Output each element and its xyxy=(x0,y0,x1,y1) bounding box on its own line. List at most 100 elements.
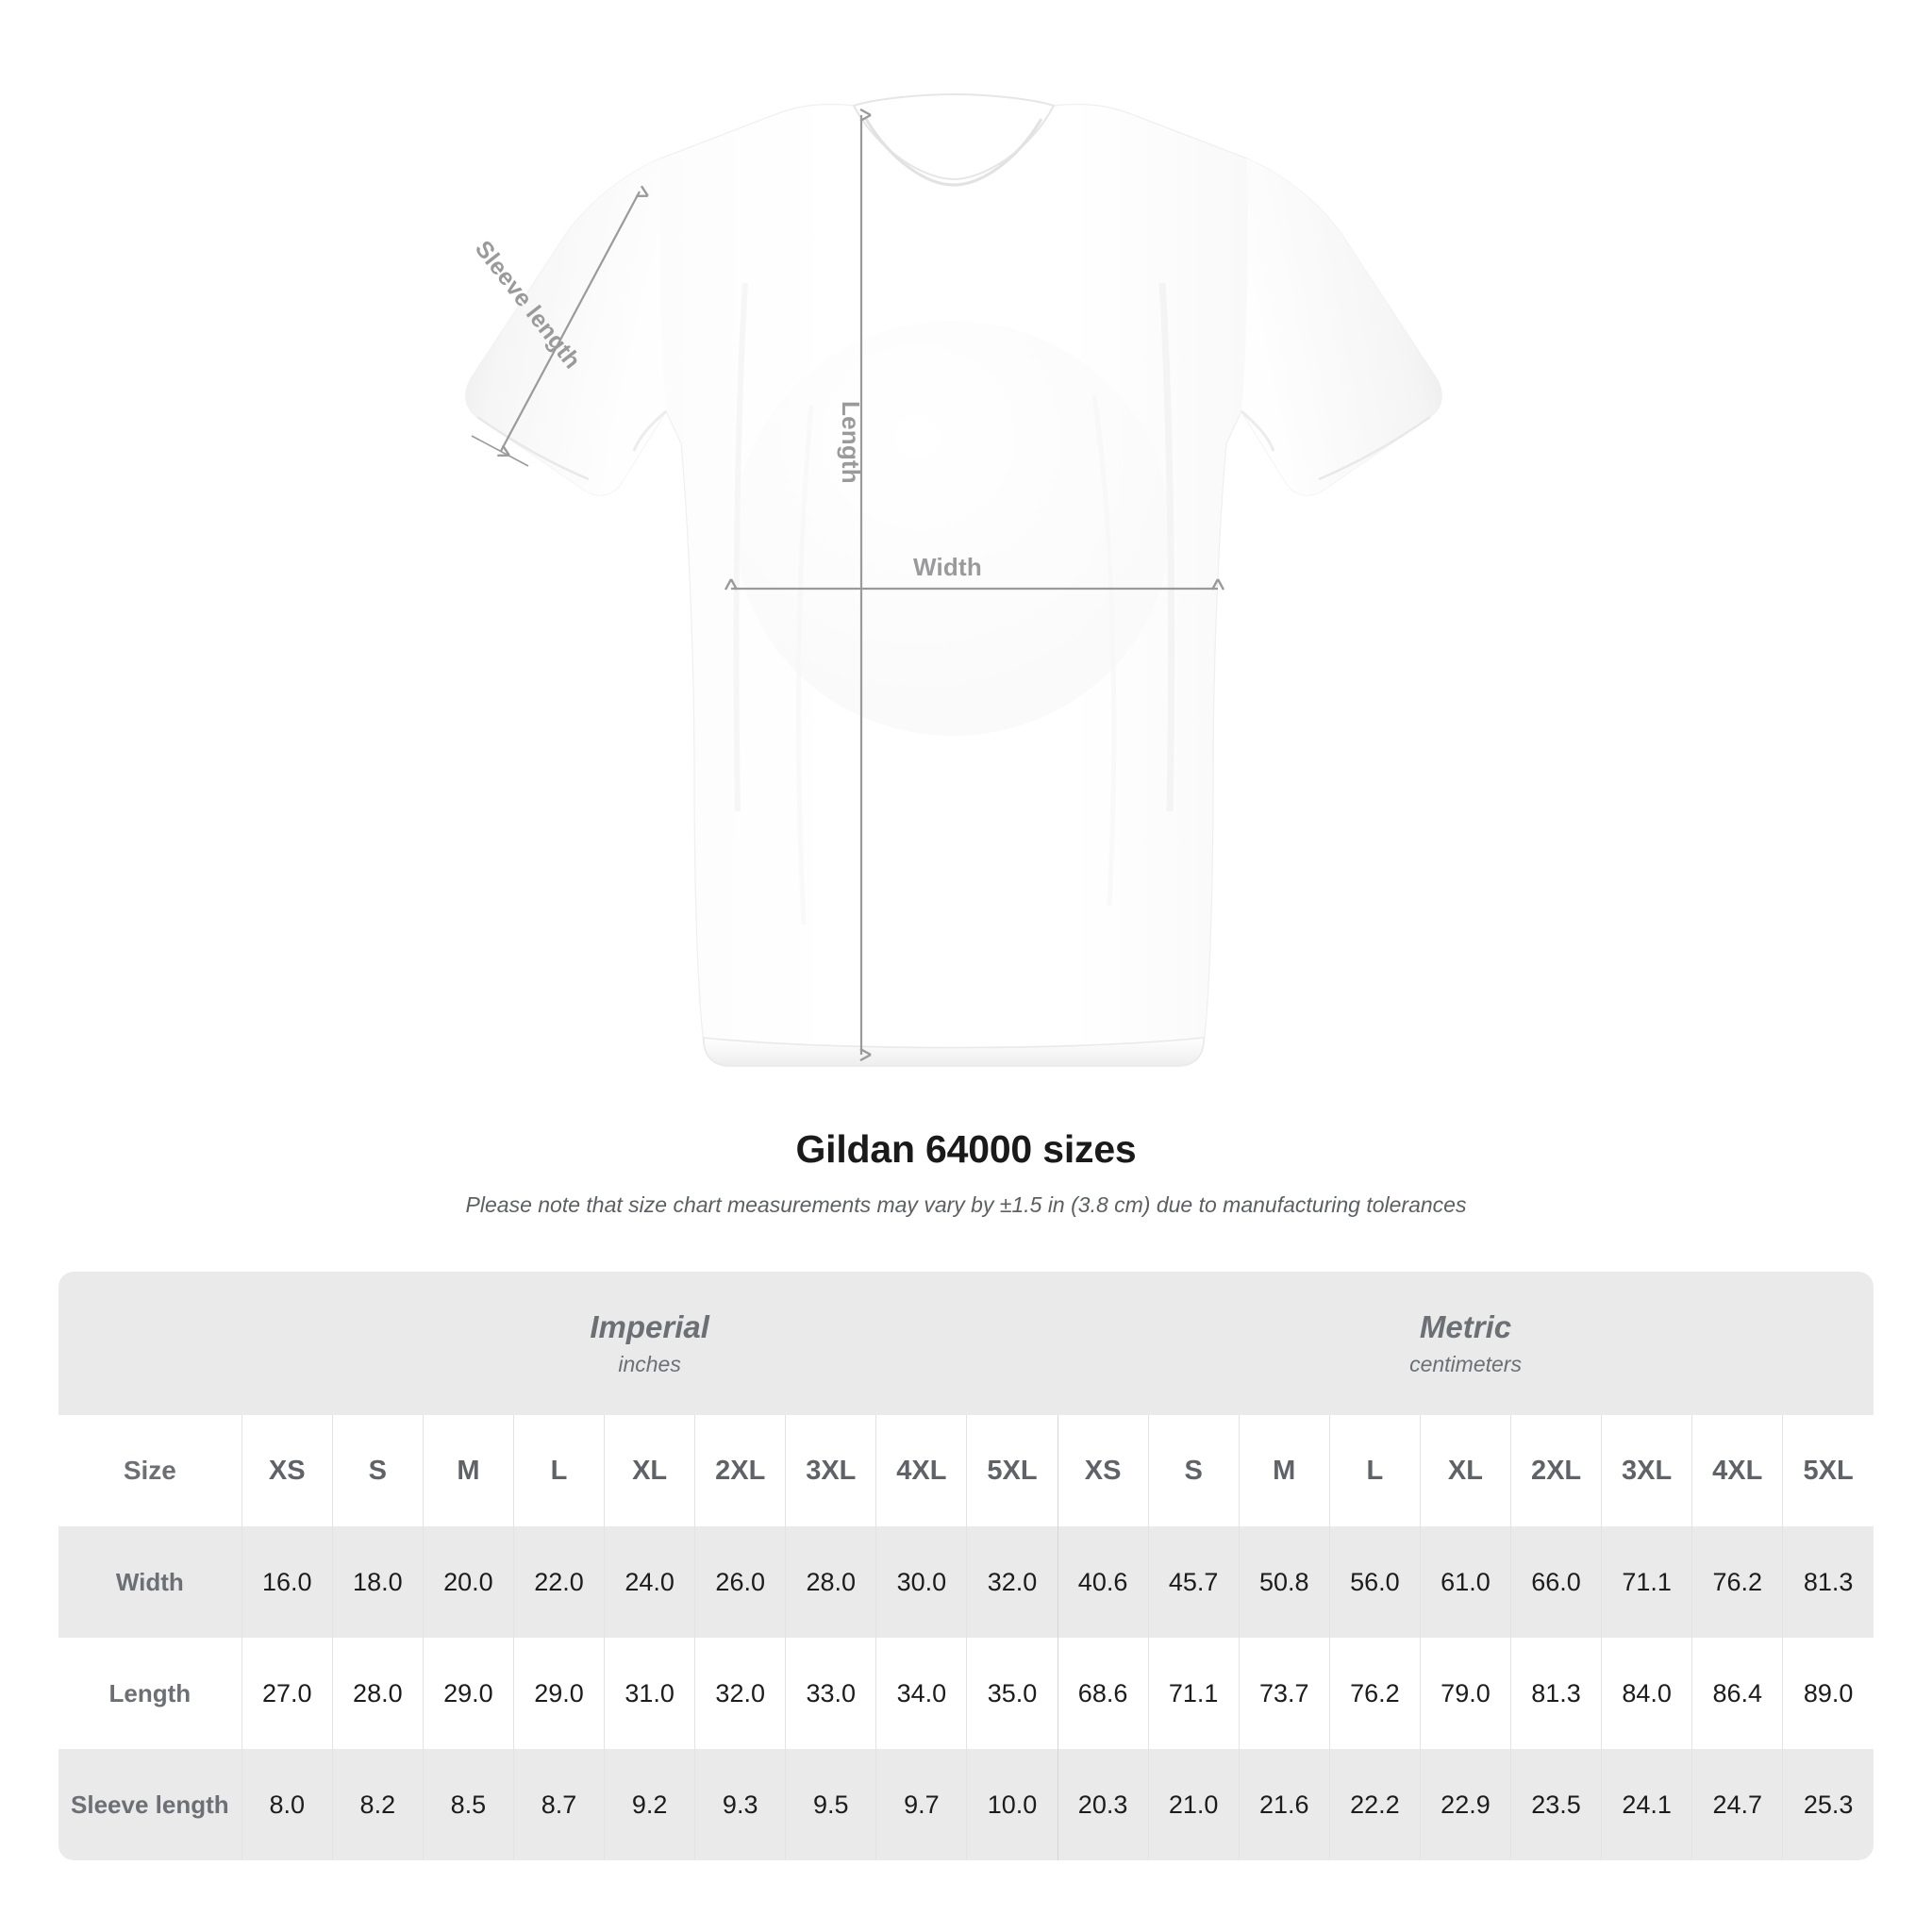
size-header-metric-xs: XS xyxy=(1057,1415,1149,1526)
table-row-length: Length 27.0 28.0 29.0 29.0 31.0 32.0 33.… xyxy=(58,1638,1874,1749)
size-header-metric-l: L xyxy=(1328,1415,1421,1526)
length-imperial-s: 28.0 xyxy=(331,1638,424,1749)
width-metric-xs: 40.6 xyxy=(1057,1526,1149,1638)
width-metric-4xl: 76.2 xyxy=(1691,1526,1783,1638)
size-table-container: Imperial inches Metric centimeters Size … xyxy=(58,1272,1874,1860)
size-header-metric-s: S xyxy=(1147,1415,1240,1526)
length-metric-xl: 79.0 xyxy=(1419,1638,1511,1749)
length-imperial-l: 29.0 xyxy=(512,1638,605,1749)
tshirt-illustration xyxy=(465,92,1442,1067)
sleeve-imperial-s: 8.2 xyxy=(331,1749,424,1860)
size-header-imperial-m: M xyxy=(422,1415,514,1526)
sleeve-metric-m: 21.6 xyxy=(1238,1749,1330,1860)
sleeve-metric-s: 21.0 xyxy=(1147,1749,1240,1860)
sleeve-imperial-l: 8.7 xyxy=(512,1749,605,1860)
table-row-sleeve-length: Sleeve length 8.0 8.2 8.5 8.7 9.2 9.3 9.… xyxy=(58,1749,1874,1860)
length-label: Length xyxy=(837,401,865,484)
width-imperial-xl: 24.0 xyxy=(604,1526,695,1638)
size-header-imperial-l: L xyxy=(512,1415,605,1526)
tshirt-diagram: Width Length Sleeve length xyxy=(465,92,1442,1067)
size-header-imperial-2xl: 2XL xyxy=(694,1415,786,1526)
width-metric-3xl: 71.1 xyxy=(1601,1526,1692,1638)
unit-banner-row: Imperial inches Metric centimeters xyxy=(58,1272,1874,1415)
size-header-row: Size XS S M L XL 2XL 3XL 4XL 5XL XS S M … xyxy=(58,1415,1874,1526)
width-imperial-s: 18.0 xyxy=(331,1526,424,1638)
width-imperial-m: 20.0 xyxy=(422,1526,514,1638)
length-metric-s: 71.1 xyxy=(1147,1638,1240,1749)
size-header-metric-4xl: 4XL xyxy=(1691,1415,1783,1526)
sleeve-imperial-2xl: 9.3 xyxy=(694,1749,786,1860)
sleeve-metric-5xl: 25.3 xyxy=(1782,1749,1874,1860)
sleeve-metric-2xl: 23.5 xyxy=(1509,1749,1602,1860)
width-imperial-3xl: 28.0 xyxy=(785,1526,876,1638)
sleeve-imperial-xl: 9.2 xyxy=(604,1749,695,1860)
row-header-sleeve-length: Sleeve length xyxy=(58,1749,242,1860)
sleeve-imperial-xs: 8.0 xyxy=(241,1749,333,1860)
length-metric-m: 73.7 xyxy=(1238,1638,1330,1749)
size-header-imperial-4xl: 4XL xyxy=(875,1415,967,1526)
row-header-width: Width xyxy=(58,1526,242,1638)
length-imperial-5xl: 35.0 xyxy=(966,1638,1058,1749)
width-metric-5xl: 81.3 xyxy=(1782,1526,1874,1638)
unit-group-imperial: Imperial inches xyxy=(242,1272,1058,1415)
length-imperial-3xl: 33.0 xyxy=(785,1638,876,1749)
width-label: Width xyxy=(913,553,982,581)
width-imperial-2xl: 26.0 xyxy=(694,1526,786,1638)
length-imperial-xl: 31.0 xyxy=(604,1638,695,1749)
size-header-metric-xl: XL xyxy=(1419,1415,1511,1526)
unit-group-metric-sub: centimeters xyxy=(1409,1352,1522,1377)
size-header-imperial-3xl: 3XL xyxy=(785,1415,876,1526)
length-metric-l: 76.2 xyxy=(1328,1638,1421,1749)
sleeve-metric-xl: 22.9 xyxy=(1419,1749,1511,1860)
sleeve-imperial-5xl: 10.0 xyxy=(966,1749,1058,1860)
sleeve-metric-3xl: 24.1 xyxy=(1601,1749,1692,1860)
page-subtitle: Please note that size chart measurements… xyxy=(465,1192,1467,1217)
size-header-metric-5xl: 5XL xyxy=(1782,1415,1874,1526)
width-metric-s: 45.7 xyxy=(1147,1526,1240,1638)
size-header-metric-3xl: 3XL xyxy=(1601,1415,1692,1526)
length-metric-4xl: 86.4 xyxy=(1691,1638,1783,1749)
size-header-imperial-s: S xyxy=(331,1415,424,1526)
page-title: Gildan 64000 sizes xyxy=(795,1127,1137,1171)
unit-group-imperial-name: Imperial xyxy=(590,1308,709,1344)
title-block: Gildan 64000 sizes Please note that size… xyxy=(0,1127,1932,1218)
sleeve-metric-4xl: 24.7 xyxy=(1691,1749,1783,1860)
unit-banner-spacer xyxy=(58,1272,242,1415)
row-header-size: Size xyxy=(58,1415,242,1526)
size-chart-table: Imperial inches Metric centimeters Size … xyxy=(58,1272,1874,1860)
size-header-metric-2xl: 2XL xyxy=(1509,1415,1602,1526)
width-imperial-xs: 16.0 xyxy=(241,1526,333,1638)
unit-group-metric-name: Metric xyxy=(1419,1308,1512,1344)
width-imperial-l: 22.0 xyxy=(512,1526,605,1638)
length-metric-2xl: 81.3 xyxy=(1509,1638,1602,1749)
width-imperial-4xl: 30.0 xyxy=(875,1526,967,1638)
width-metric-xl: 61.0 xyxy=(1419,1526,1511,1638)
dimension-lines xyxy=(471,115,1218,1055)
size-header-metric-m: M xyxy=(1238,1415,1330,1526)
sleeve-imperial-m: 8.5 xyxy=(422,1749,514,1860)
length-metric-xs: 68.6 xyxy=(1057,1638,1149,1749)
width-metric-m: 50.8 xyxy=(1238,1526,1330,1638)
sleeve-length-dimension-line xyxy=(501,192,640,451)
row-header-length: Length xyxy=(58,1638,242,1749)
length-imperial-m: 29.0 xyxy=(422,1638,514,1749)
unit-group-imperial-sub: inches xyxy=(618,1352,681,1377)
size-header-imperial-xl: XL xyxy=(604,1415,695,1526)
sleeve-imperial-3xl: 9.5 xyxy=(785,1749,876,1860)
sleeve-imperial-4xl: 9.7 xyxy=(875,1749,967,1860)
length-imperial-4xl: 34.0 xyxy=(875,1638,967,1749)
sleeve-metric-l: 22.2 xyxy=(1328,1749,1421,1860)
size-header-imperial-5xl: 5XL xyxy=(966,1415,1058,1526)
length-metric-5xl: 89.0 xyxy=(1782,1638,1874,1749)
table-row-width: Width 16.0 18.0 20.0 22.0 24.0 26.0 28.0… xyxy=(58,1526,1874,1638)
width-metric-l: 56.0 xyxy=(1328,1526,1421,1638)
length-metric-3xl: 84.0 xyxy=(1601,1638,1692,1749)
unit-group-metric: Metric centimeters xyxy=(1058,1272,1874,1415)
width-metric-2xl: 66.0 xyxy=(1509,1526,1602,1638)
size-header-imperial-xs: XS xyxy=(241,1415,333,1526)
length-imperial-xs: 27.0 xyxy=(241,1638,333,1749)
width-imperial-5xl: 32.0 xyxy=(966,1526,1058,1638)
sleeve-metric-xs: 20.3 xyxy=(1057,1749,1149,1860)
length-imperial-2xl: 32.0 xyxy=(694,1638,786,1749)
